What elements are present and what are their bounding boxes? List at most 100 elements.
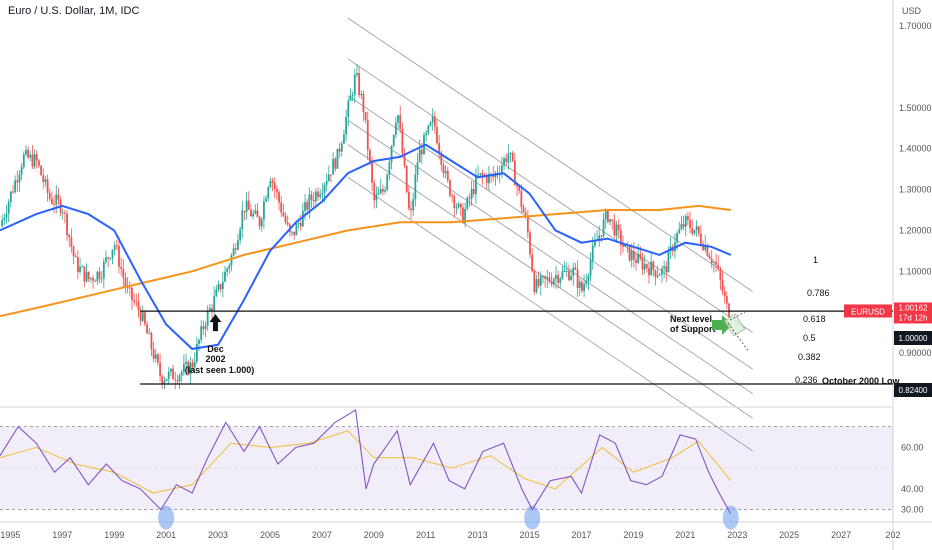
candle-body (691, 228, 694, 234)
time-tick-label: 2019 (623, 530, 643, 540)
candle-body (204, 325, 207, 329)
candle-body (386, 174, 389, 190)
candle-body (345, 116, 348, 135)
oversold-highlight (524, 505, 541, 530)
time-tick-label: 2011 (416, 530, 435, 540)
candle-body (557, 275, 560, 283)
candle-body (198, 339, 200, 345)
candle-body (70, 237, 73, 247)
candle-body (66, 213, 68, 235)
candle-body (89, 278, 92, 280)
candle-body (273, 182, 276, 189)
candle-body (176, 380, 179, 382)
annotation-last-seen: (last seen 1.000) (185, 365, 255, 375)
ma-slow-line (0, 204, 731, 318)
candle-body (503, 158, 505, 166)
candle-body (295, 223, 298, 236)
candle-body (544, 275, 547, 279)
fib-channel-line (347, 58, 754, 333)
candle-body (85, 271, 88, 282)
candle-body (241, 210, 244, 230)
candle-body (321, 192, 324, 195)
candle-body (617, 224, 620, 231)
candle-body (619, 230, 622, 246)
candle-body (570, 275, 573, 281)
candle-body (431, 116, 434, 123)
candle-body (53, 203, 55, 205)
candle-body (453, 196, 456, 208)
candle-body (392, 134, 395, 146)
candle-body (224, 271, 226, 282)
symbol-badge (844, 304, 892, 318)
candle-body (40, 165, 43, 176)
fib-level-label: 0.5 (803, 333, 816, 343)
candle-body (250, 209, 252, 217)
candle-body (330, 174, 332, 176)
candle-body (537, 279, 540, 286)
candle-body (122, 268, 125, 278)
candle-body (397, 115, 399, 123)
time-tick-label: 2017 (571, 530, 591, 540)
candle-body (343, 134, 345, 144)
candle-body (702, 243, 704, 250)
candle-body (327, 174, 330, 181)
candle-body (185, 361, 187, 365)
candle-body (254, 210, 257, 214)
candle-body (622, 245, 624, 247)
annotation-dec: Dec (207, 344, 224, 354)
candle-body (124, 277, 127, 287)
time-tick-label: 2027 (831, 530, 851, 540)
candle-body (291, 231, 293, 233)
level-badge-2 (894, 383, 932, 397)
candle-body (217, 284, 220, 290)
fib-level-label: 0.618 (803, 314, 826, 324)
candle-body (369, 150, 371, 163)
candle-body (29, 154, 32, 158)
candle-body (444, 170, 447, 174)
candle-body (715, 261, 717, 265)
candle-body (323, 184, 326, 193)
time-tick-label: 1999 (104, 530, 124, 540)
candle-body (723, 291, 726, 297)
candle-body (347, 100, 350, 117)
time-tick-label: 2009 (364, 530, 384, 540)
candle-body (57, 194, 60, 200)
candle-body (717, 264, 720, 269)
candle-body (438, 143, 441, 153)
candle-body (169, 368, 172, 372)
candle-body (648, 268, 650, 276)
candle-body (384, 189, 386, 192)
candle-body (42, 175, 45, 183)
candle-body (87, 271, 90, 280)
price-tick-label: 1.30000 (899, 185, 932, 195)
candle-body (407, 192, 410, 209)
candle-body (193, 361, 196, 368)
candle-body (539, 276, 542, 286)
candle-body (394, 122, 397, 135)
candle-body (708, 255, 711, 259)
candle-body (568, 270, 570, 281)
candle-body (111, 249, 114, 259)
candle-body (661, 268, 663, 275)
candle-body (516, 185, 518, 187)
candle-body (256, 210, 259, 218)
level-badge-1 (894, 331, 932, 345)
candle-body (317, 191, 319, 198)
candle-body (351, 94, 354, 96)
candle-body (360, 93, 363, 96)
candle-body (366, 120, 369, 151)
time-tick-label: 2025 (779, 530, 799, 540)
candle-body (182, 364, 185, 372)
candle-body (230, 255, 233, 266)
candle-body (107, 257, 110, 259)
candle-body (371, 162, 373, 183)
fib-channel-line (347, 95, 754, 370)
candle-body (338, 148, 341, 152)
candle-body (141, 312, 144, 321)
candle-body (14, 180, 17, 193)
candle-body (293, 231, 296, 236)
candle-body (594, 240, 596, 246)
candle-body (643, 264, 646, 270)
candle-body (237, 240, 239, 250)
